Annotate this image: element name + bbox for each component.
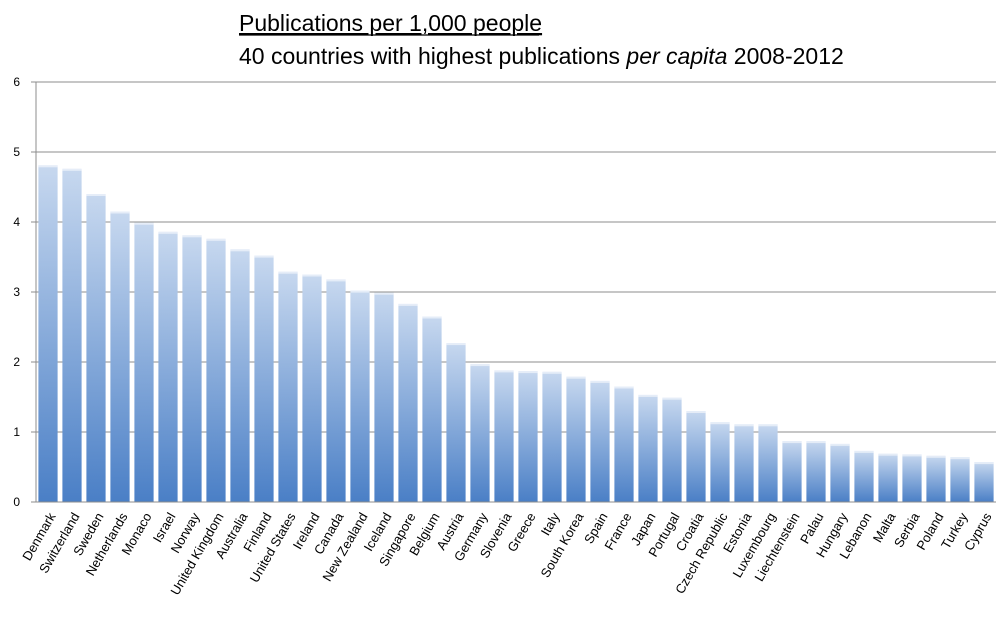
bar	[758, 424, 778, 502]
bar	[446, 343, 466, 502]
bar-top-highlight	[806, 441, 826, 444]
bar-top-highlight	[254, 255, 274, 258]
bar-top-highlight	[278, 271, 298, 274]
bar-top-highlight	[494, 370, 514, 373]
bar-top-highlight	[518, 371, 538, 374]
bar-top-highlight	[86, 194, 106, 196]
bar	[182, 235, 202, 503]
bar-top-highlight	[206, 238, 226, 241]
bar-top-highlight	[950, 457, 970, 460]
bar	[566, 376, 586, 502]
bar-top-highlight	[734, 424, 754, 427]
bar	[230, 249, 250, 502]
y-tick-label: 1	[13, 425, 20, 439]
bars	[38, 165, 994, 503]
bar-top-highlight	[758, 424, 778, 427]
bar	[638, 394, 658, 502]
bar	[542, 371, 562, 502]
bar-top-highlight	[446, 343, 466, 346]
axes	[35, 82, 996, 503]
y-tick-label: 4	[13, 215, 20, 229]
bar	[902, 454, 922, 502]
bar	[62, 168, 82, 503]
bar	[374, 292, 394, 502]
bar-top-highlight	[110, 211, 130, 214]
bar	[206, 238, 226, 503]
bar	[974, 462, 994, 502]
bar	[350, 290, 370, 502]
bar-top-highlight	[422, 316, 442, 319]
bar-top-highlight	[350, 290, 370, 293]
bar-top-highlight	[374, 292, 394, 295]
bar	[38, 165, 58, 503]
chart-title: Publications per 1,000 people	[239, 10, 542, 36]
bar-top-highlight	[830, 443, 850, 446]
bar	[158, 231, 178, 503]
subtitle-suffix: 2008-2012	[727, 43, 843, 69]
bar	[398, 303, 418, 502]
bar	[590, 380, 610, 502]
bar-top-highlight	[902, 454, 922, 457]
bar	[878, 453, 898, 502]
bar-top-highlight	[638, 394, 658, 397]
y-tick-label: 0	[13, 495, 20, 509]
bar	[110, 211, 130, 502]
subtitle-italic: per capita	[625, 43, 727, 69]
bar	[950, 457, 970, 502]
y-tick-label: 3	[13, 285, 20, 299]
bar-top-highlight	[590, 380, 610, 383]
bar-top-highlight	[158, 231, 178, 234]
y-axis-ticks: 0 1 2 3 4 5 6	[13, 75, 36, 509]
bar-top-highlight	[614, 386, 634, 389]
chart-subtitle: 40 countries with highest publications p…	[239, 43, 844, 69]
y-tick-label: 2	[13, 355, 20, 369]
bar	[518, 371, 538, 502]
bar-top-highlight	[782, 441, 802, 444]
bar	[662, 397, 682, 502]
bar	[854, 450, 874, 502]
bar-top-highlight	[662, 397, 682, 400]
bar	[830, 443, 850, 502]
bar	[278, 271, 298, 502]
subtitle-prefix: 40 countries with highest publications	[239, 43, 626, 69]
bar	[926, 455, 946, 502]
bar	[806, 441, 826, 502]
bar	[614, 386, 634, 502]
bar-top-highlight	[134, 222, 154, 225]
x-axis-category-labels: DenmarkSwitzerlandSwedenNetherlandsMonac…	[19, 509, 995, 597]
y-tick-label: 6	[13, 75, 20, 89]
bar-top-highlight	[398, 303, 418, 306]
bar-top-highlight	[470, 364, 490, 367]
bar	[734, 424, 754, 502]
bar-top-highlight	[854, 450, 874, 453]
bar-top-highlight	[974, 462, 994, 465]
bar-top-highlight	[230, 249, 250, 252]
bar-top-highlight	[326, 279, 346, 282]
bar	[422, 316, 442, 502]
bar-top-highlight	[182, 235, 202, 238]
bar-top-highlight	[302, 274, 322, 277]
bar-top-highlight	[710, 422, 730, 425]
bar	[494, 370, 514, 502]
bar-top-highlight	[62, 168, 82, 171]
bar	[134, 222, 154, 502]
bar-top-highlight	[542, 371, 562, 374]
bar	[326, 279, 346, 502]
bar-top-highlight	[878, 453, 898, 456]
gridlines	[36, 81, 996, 433]
bar	[302, 274, 322, 502]
bar-top-highlight	[566, 376, 586, 379]
bar-top-highlight	[38, 165, 58, 168]
bar-top-highlight	[686, 411, 706, 413]
bar	[254, 255, 274, 502]
bar	[686, 411, 706, 502]
bar	[470, 364, 490, 502]
bar	[86, 194, 106, 502]
y-tick-label: 5	[13, 145, 20, 159]
bar	[782, 441, 802, 502]
bar-top-highlight	[926, 455, 946, 458]
bar	[710, 422, 730, 502]
